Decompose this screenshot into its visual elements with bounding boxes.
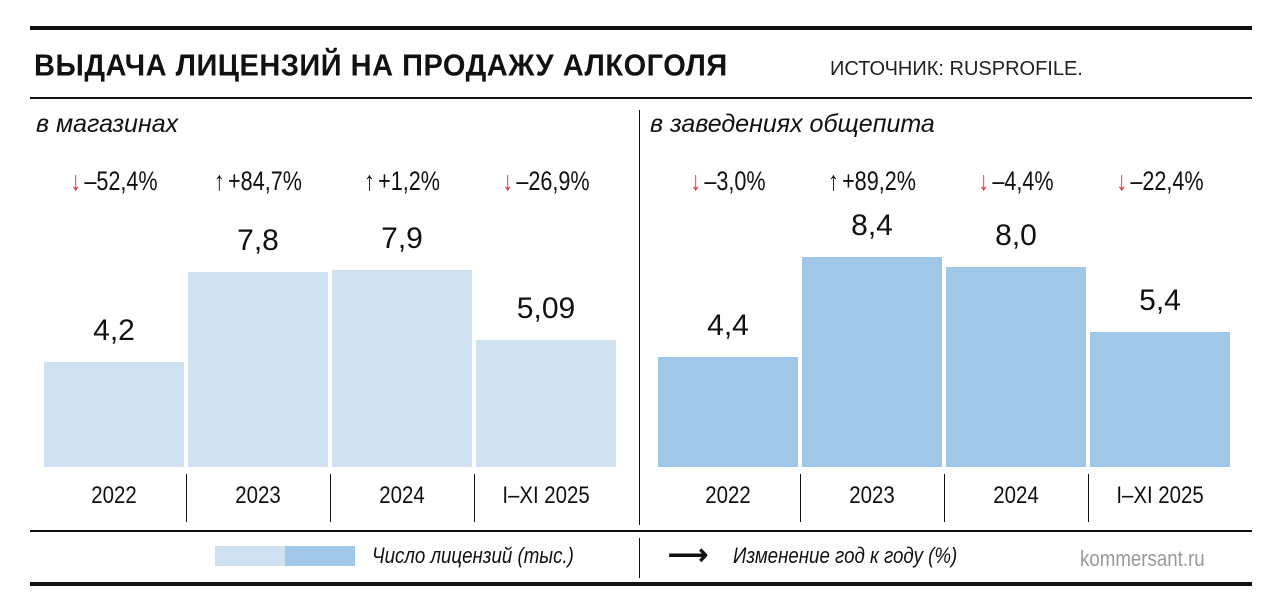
x-tick-divider (186, 474, 187, 522)
arrow-down-icon: ↓ (978, 166, 990, 196)
x-tick-label: 2023 (235, 482, 281, 509)
value-label: 7,8 (237, 224, 279, 257)
value-label: 8,0 (995, 219, 1037, 252)
change-value: –3,0% (704, 166, 766, 196)
legend-rule (30, 530, 1252, 532)
x-tick-label: 2023 (849, 482, 895, 509)
bar (188, 272, 328, 467)
change-label: ↓ –52,4% (56, 166, 171, 197)
change-label: ↓ –4,4% (958, 166, 1073, 197)
panel-title: в магазинах (36, 110, 179, 138)
bar (658, 357, 798, 467)
change-value: +89,2% (842, 166, 916, 196)
x-tick-divider (474, 474, 475, 522)
top-rule (30, 26, 1252, 30)
arrow-up-icon: ↑ (828, 166, 839, 196)
x-tick-label: I–XI 2025 (502, 482, 590, 509)
legend-divider (639, 538, 640, 578)
watermark: kommersant.ru (1080, 546, 1205, 571)
value-label: 5,4 (1139, 284, 1181, 317)
change-label: ↑ +84,7% (200, 166, 315, 197)
bar (946, 267, 1086, 467)
x-tick-divider (330, 474, 331, 522)
chart-title: ВЫДАЧА ЛИЦЕНЗИЙ НА ПРОДАЖУ АЛКОГОЛЯ (34, 49, 728, 83)
value-label: 7,9 (381, 221, 423, 255)
arrow-up-icon: ↑ (364, 166, 375, 196)
panel-divider (639, 110, 640, 525)
change-label: ↓ –26,9% (488, 166, 603, 197)
change-value: +84,7% (228, 166, 302, 196)
value-label: 4,2 (93, 314, 135, 347)
value-label: 8,4 (851, 209, 893, 242)
change-value: –52,4% (84, 166, 158, 196)
arrow-right-icon: ⟶ (668, 539, 709, 570)
header-rule (30, 97, 1252, 99)
legend-swatch-stores (215, 546, 285, 566)
x-tick-label: 2022 (91, 482, 137, 509)
arrow-up-icon: ↑ (214, 166, 225, 196)
arrow-down-icon: ↓ (1116, 166, 1128, 196)
change-value: –26,9% (516, 166, 590, 196)
x-tick-divider (800, 474, 801, 522)
bar (332, 269, 472, 467)
value-label: 4,4 (707, 309, 749, 342)
change-label: ↓ –3,0% (670, 166, 785, 197)
value-label: 5,09 (516, 291, 576, 325)
arrow-down-icon: ↓ (502, 166, 514, 196)
x-tick-label: 2024 (993, 482, 1039, 509)
bar (44, 362, 184, 467)
bar (1090, 332, 1230, 467)
legend-bars-label: Число лицензий (тыс.) (372, 543, 574, 568)
source-label: ИСТОЧНИК: RUSPROFILE. (830, 58, 1083, 80)
bar (802, 257, 942, 467)
change-value: +1,2% (378, 166, 440, 196)
x-tick-label: 2024 (379, 482, 425, 509)
legend-swatch-catering (285, 546, 355, 566)
legend-arrow-label: Изменение год к году (%) (733, 543, 958, 568)
change-label: ↑ +1,2% (344, 166, 459, 197)
panel-title: в заведениях общепита (650, 110, 935, 138)
x-tick-label: I–XI 2025 (1116, 482, 1204, 509)
x-tick-divider (1088, 474, 1089, 522)
arrow-down-icon: ↓ (70, 166, 82, 196)
change-label: ↓ –22,4% (1102, 166, 1217, 197)
change-value: –4,4% (992, 166, 1054, 196)
change-value: –22,4% (1130, 166, 1204, 196)
bottom-rule (30, 582, 1252, 586)
bar (476, 339, 616, 467)
x-tick-divider (944, 474, 945, 522)
arrow-down-icon: ↓ (690, 166, 702, 196)
x-tick-label: 2022 (705, 482, 751, 509)
change-label: ↑ +89,2% (814, 166, 929, 197)
